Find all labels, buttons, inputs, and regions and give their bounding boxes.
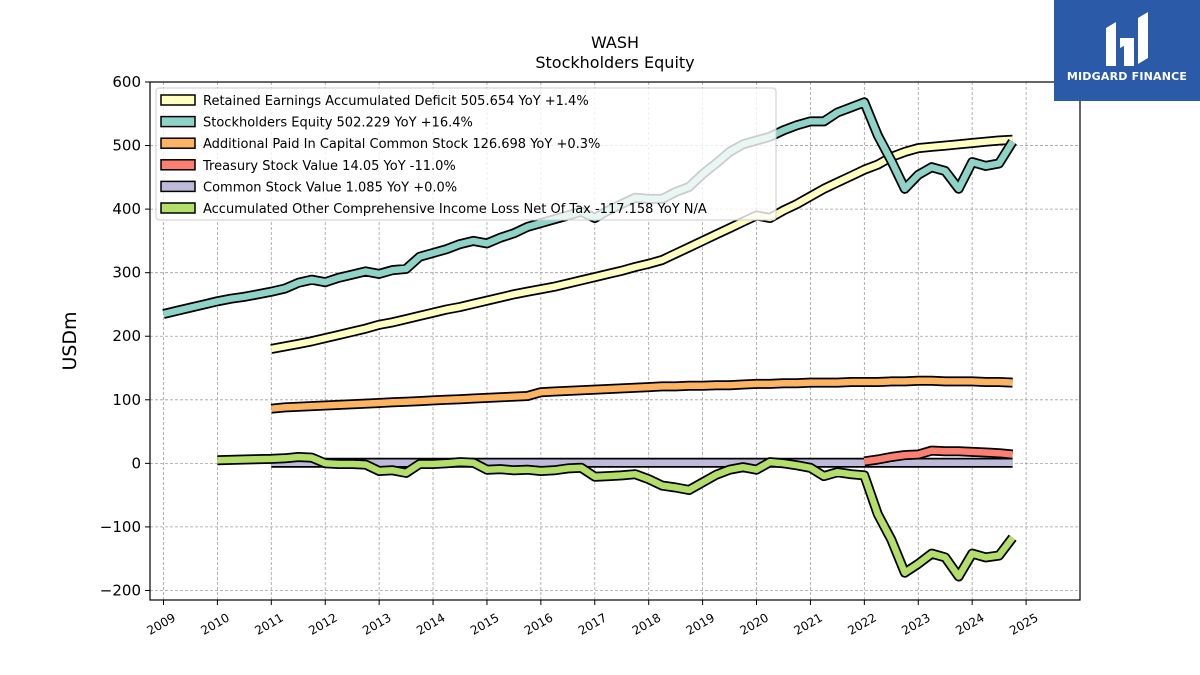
legend-swatch [160,94,196,106]
midgard-finance-logo: MIDGARD FINANCE [1054,0,1200,101]
legend-entry: Common Stock Value 1.085 YoY +0.0% [203,180,457,195]
x-tick-label: 2025 [1007,610,1040,637]
y-tick-label: 0 [131,454,141,472]
legend-entry: Stockholders Equity 502.229 YoY +16.4% [203,116,473,131]
legend-swatch [160,202,196,214]
x-tick-label: 2018 [630,610,663,637]
plot-frame [149,81,1081,601]
legend: Retained Earnings Accumulated Deficit 50… [155,87,777,221]
legend-entry: Retained Earnings Accumulated Deficit 50… [203,94,589,109]
legend-box [155,87,777,221]
y-tick-label: 300 [112,264,141,282]
series-line [270,377,1013,412]
chart-subtitle: Stockholders Equity [535,53,694,72]
legend-swatch [160,115,196,128]
x-tick-label: 2013 [360,610,393,637]
y-tick-label: −100 [100,518,141,536]
legend-entry: Treasury Stock Value 14.05 YoY -11.0% [202,159,456,174]
legend-entry: Additional Paid In Capital Common Stock … [203,137,600,152]
x-tick-label: 2020 [738,610,771,637]
y-tick-label: −200 [100,581,141,599]
x-axis: 2009 2010 2011 2012 2013 2014 2015 2016 2017 2018… [145,600,1041,638]
x-tick-label: 2016 [522,610,555,637]
legend-entry: Accumulated Other Comprehensive Income L… [203,202,707,217]
series-line [217,453,1016,580]
x-tick-label: 2009 [145,610,178,637]
x-tick-label: 2024 [953,610,986,637]
y-tick-label: 600 [112,73,141,91]
x-tick-label: 2011 [252,610,285,637]
logo-mark-icon [1106,12,1148,66]
x-tick-label: 2014 [414,610,447,637]
legend-swatch [160,159,196,171]
x-tick-label: 2022 [845,610,878,637]
x-tick-label: 2010 [198,610,231,637]
y-tick-label: 400 [112,200,141,218]
series-line [863,447,1013,465]
y-axis: −200 −100 0 100 200 300 400 500 600 [100,73,150,599]
y-tick-label: 200 [112,327,141,345]
legend-swatch [160,137,196,149]
x-tick-label: 2015 [468,610,501,637]
y-axis-label: USDm [59,311,81,370]
x-tick-label: 2019 [684,610,717,637]
x-tick-label: 2017 [576,610,609,637]
brand-name: MIDGARD FINANCE [1066,70,1188,83]
x-tick-label: 2021 [791,610,824,637]
y-tick-label: 100 [112,391,141,409]
y-tick-label: 500 [112,137,141,155]
x-tick-label: 2023 [899,610,932,637]
legend-swatch [160,180,196,193]
chart-title: WASH [591,33,639,52]
x-tick-label: 2012 [306,610,339,637]
